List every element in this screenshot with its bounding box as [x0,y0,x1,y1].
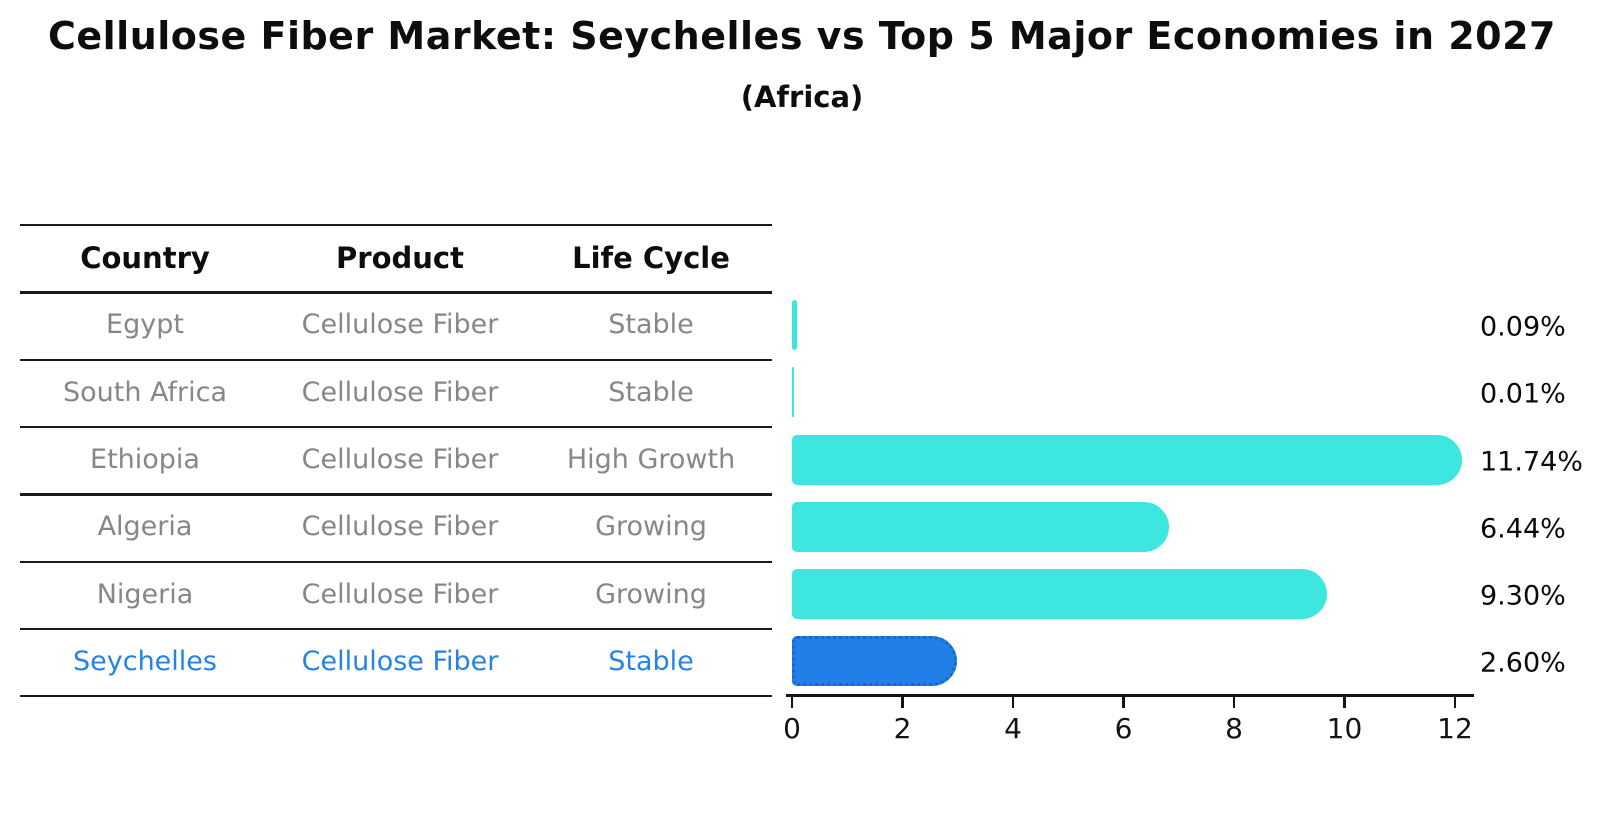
table-line [20,224,772,227]
tick-label: 10 [1326,712,1363,745]
product-cell: Cellulose Fiber [301,376,499,408]
tick-label: 12 [1437,712,1473,745]
product-cell: Cellulose Fiber [301,511,499,543]
axis-tick [1232,696,1236,708]
bar-south-africa [792,367,794,418]
axis-tick [901,696,904,708]
value-label: 2.60% [1480,647,1566,679]
table-line [20,291,772,294]
life-cycle-cell: Stable [608,309,694,341]
life-cycle-cell: Stable [608,645,694,677]
tick-label: 4 [1004,712,1022,745]
value-label: 0.09% [1480,311,1566,343]
product-cell: Cellulose Fiber [301,645,499,677]
page-subtitle: (Africa) [740,80,864,114]
value-label: 11.74% [1480,446,1583,478]
page-title: Cellulose Fiber Market: Seychelles vs To… [47,14,1556,58]
country-cell: South Africa [62,376,228,408]
axis-tick [1453,696,1457,708]
product-cell: Cellulose Fiber [301,578,499,610]
value-label: 0.01% [1480,378,1566,410]
life-cycle-cell: Stable [608,376,694,408]
tick-label: 8 [1225,712,1243,745]
table-header-row: Country Product Life Cycle [20,224,772,291]
table-line [20,358,772,361]
value-label: 6.44% [1480,513,1566,545]
life-cycle-cell: High Growth [566,443,736,475]
product-cell: Cellulose Fiber [301,443,499,475]
bar-seychelles [792,636,957,687]
table-row: South Africa Cellulose Fiber Stable [20,359,772,426]
tick-label: 0 [783,712,801,745]
table-row: Egypt Cellulose Fiber Stable [20,291,772,358]
country-cell: Nigeria [96,578,194,610]
x-axis-line [786,694,1474,697]
product-cell: Cellulose Fiber [301,309,499,341]
tick-label: 2 [893,712,912,745]
table-line [20,560,772,563]
value-label: 9.30% [1480,580,1566,612]
table-row: Algeria Cellulose Fiber Growing [20,493,772,560]
table-row: Ethiopia Cellulose Fiber High Growth [20,426,772,493]
axis-tick [790,696,794,708]
bar-egypt [792,299,797,350]
table-line [20,695,772,698]
header-life-cycle: Life Cycle [572,240,730,275]
bar-ethiopia [792,434,1462,485]
country-cell: Egypt [106,309,184,341]
table-line [20,627,772,631]
tick-label: 6 [1114,712,1133,745]
bar-nigeria [792,569,1327,620]
header-product: Product [336,240,464,275]
life-cycle-cell: Growing [595,578,707,610]
country-cell: Seychelles [73,645,217,677]
axis-tick [1122,696,1125,708]
table-line [20,493,772,496]
bar-algeria [792,501,1169,552]
axis-tick [1343,696,1346,708]
axis-tick [1011,696,1015,708]
life-cycle-cell: Growing [595,511,707,543]
table-line [20,425,772,429]
country-cell: Ethiopia [90,443,200,475]
table-row: Seychelles Cellulose Fiber Stable [20,628,772,695]
header-country: Country [80,240,210,275]
table-row: Nigeria Cellulose Fiber Growing [20,561,772,628]
country-cell: Algeria [97,511,193,543]
